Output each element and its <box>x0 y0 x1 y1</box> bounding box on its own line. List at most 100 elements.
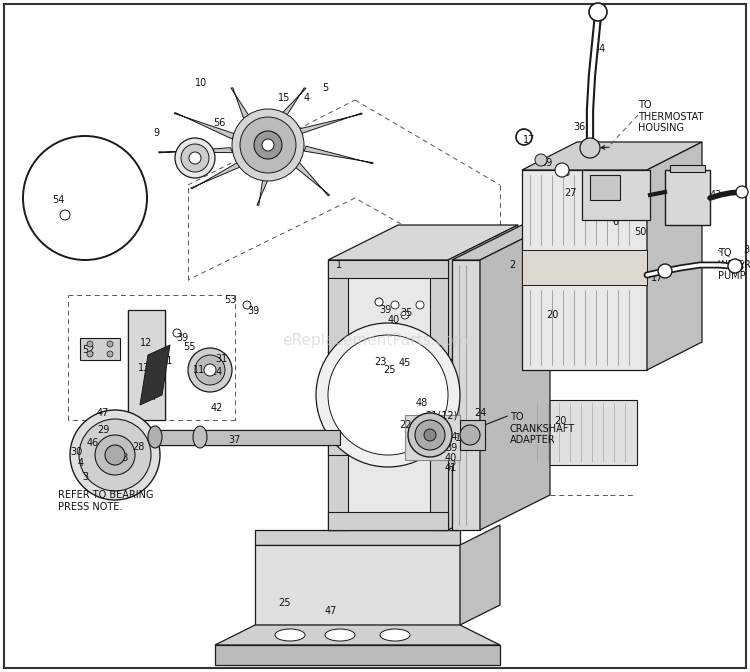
Text: 39: 39 <box>445 443 458 453</box>
Text: 51: 51 <box>160 356 172 366</box>
Polygon shape <box>460 525 500 625</box>
Polygon shape <box>290 159 330 196</box>
Circle shape <box>188 348 232 392</box>
Polygon shape <box>480 225 550 530</box>
Polygon shape <box>159 148 232 153</box>
Ellipse shape <box>380 629 410 641</box>
Text: 39: 39 <box>176 333 188 343</box>
Text: 1: 1 <box>336 260 342 270</box>
Text: 22: 22 <box>399 420 412 430</box>
Text: 14: 14 <box>211 367 224 377</box>
Text: 40: 40 <box>445 453 458 463</box>
Circle shape <box>243 301 251 309</box>
Polygon shape <box>155 430 340 445</box>
Circle shape <box>144 380 152 388</box>
Circle shape <box>254 131 282 159</box>
Circle shape <box>79 419 151 491</box>
Circle shape <box>434 516 442 524</box>
Circle shape <box>107 351 113 357</box>
Text: 23: 23 <box>374 357 386 367</box>
Circle shape <box>262 139 274 151</box>
Circle shape <box>416 301 424 309</box>
Text: 31: 31 <box>215 354 227 364</box>
Text: 47: 47 <box>325 606 338 616</box>
Ellipse shape <box>275 629 305 641</box>
Text: 15: 15 <box>278 93 290 103</box>
Text: 11: 11 <box>193 365 206 375</box>
Text: 4: 4 <box>304 93 310 103</box>
Text: 32: 32 <box>147 373 159 383</box>
Text: REFER TO BEARING
PRESS NOTE.: REFER TO BEARING PRESS NOTE. <box>58 490 154 511</box>
Polygon shape <box>328 260 448 530</box>
Polygon shape <box>665 170 710 225</box>
Text: 17: 17 <box>523 135 536 145</box>
Circle shape <box>316 323 460 467</box>
Text: 26: 26 <box>681 192 693 202</box>
Polygon shape <box>231 87 255 128</box>
Text: 9: 9 <box>153 128 159 138</box>
Text: 16: 16 <box>592 172 604 182</box>
Text: 18: 18 <box>411 430 423 440</box>
Polygon shape <box>448 225 518 530</box>
Circle shape <box>173 329 181 337</box>
Text: TO
THERMOSTAT
HOUSING: TO THERMOSTAT HOUSING <box>638 100 704 133</box>
Text: 33: 33 <box>148 382 160 392</box>
Text: 20: 20 <box>546 310 558 320</box>
Text: 13: 13 <box>138 363 150 373</box>
Text: 54: 54 <box>52 195 64 205</box>
Circle shape <box>189 152 201 164</box>
Text: 37: 37 <box>228 435 240 445</box>
Text: 28: 28 <box>132 442 144 452</box>
Circle shape <box>460 425 480 445</box>
Text: 24: 24 <box>474 408 486 418</box>
Text: 20: 20 <box>554 416 566 426</box>
Circle shape <box>408 413 452 457</box>
Polygon shape <box>328 512 448 530</box>
Polygon shape <box>215 625 500 645</box>
Polygon shape <box>522 170 647 370</box>
Text: 12: 12 <box>140 338 152 348</box>
Text: 3: 3 <box>82 472 88 482</box>
Circle shape <box>175 138 215 178</box>
Text: 39: 39 <box>379 305 392 315</box>
Text: 25: 25 <box>278 598 290 608</box>
Polygon shape <box>304 146 374 164</box>
Circle shape <box>580 138 600 158</box>
Polygon shape <box>215 645 500 665</box>
Circle shape <box>204 364 216 376</box>
Text: 35: 35 <box>633 196 645 206</box>
Polygon shape <box>328 435 448 455</box>
Circle shape <box>136 362 148 374</box>
Text: 24: 24 <box>445 432 458 442</box>
Text: 40: 40 <box>388 315 400 325</box>
Polygon shape <box>190 160 249 189</box>
Circle shape <box>535 154 547 166</box>
Text: 36: 36 <box>573 122 585 132</box>
Polygon shape <box>522 142 702 170</box>
Polygon shape <box>328 260 348 530</box>
Text: 19: 19 <box>471 420 483 430</box>
Circle shape <box>144 371 152 379</box>
Polygon shape <box>328 355 448 375</box>
Circle shape <box>375 298 383 306</box>
Circle shape <box>95 435 135 475</box>
Circle shape <box>415 420 445 450</box>
Circle shape <box>401 311 409 319</box>
Text: 41: 41 <box>445 463 458 473</box>
Text: 44: 44 <box>594 44 606 54</box>
Polygon shape <box>390 370 430 390</box>
Text: 29: 29 <box>97 425 109 435</box>
Text: 10: 10 <box>195 78 207 88</box>
Text: 39: 39 <box>247 306 259 316</box>
Text: 30: 30 <box>70 447 82 457</box>
Circle shape <box>144 390 152 398</box>
Text: 36: 36 <box>743 245 750 255</box>
Ellipse shape <box>325 629 355 641</box>
Text: 19: 19 <box>455 433 467 443</box>
Circle shape <box>328 335 448 455</box>
Polygon shape <box>328 260 448 278</box>
Text: 6: 6 <box>612 217 618 227</box>
Circle shape <box>60 210 70 220</box>
Polygon shape <box>174 112 236 138</box>
Text: 42: 42 <box>211 403 224 413</box>
